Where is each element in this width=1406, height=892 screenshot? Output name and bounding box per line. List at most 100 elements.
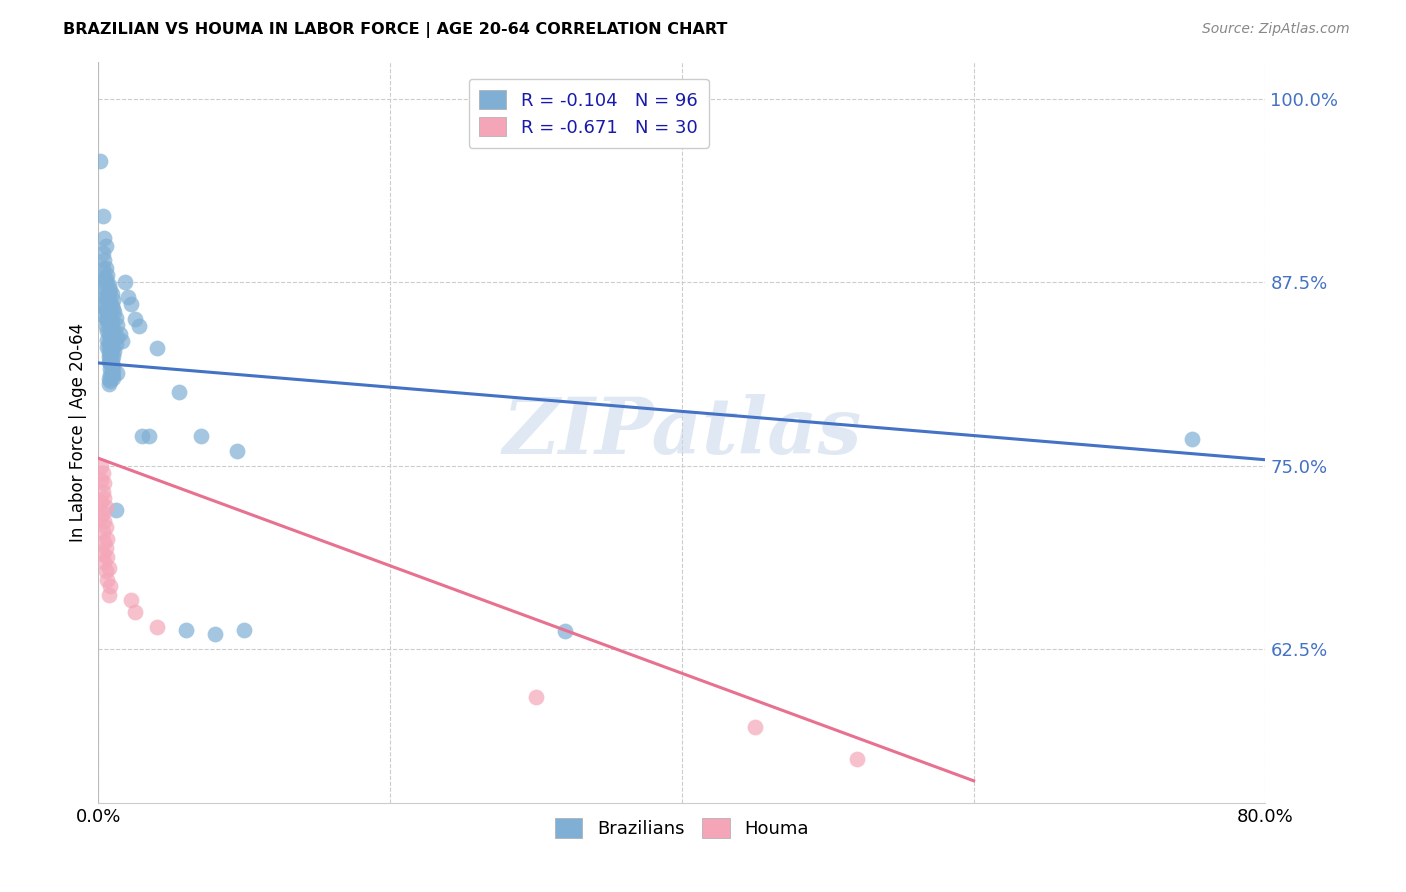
Point (97, 278, 120, 293)
Point (98, 579, 121, 593)
Point (105, 329, 128, 343)
Point (97, 345, 120, 359)
Point (90, 473, 112, 487)
Point (101, 301, 124, 316)
Point (96, 573, 118, 587)
Point (101, 370, 124, 384)
Point (94, 260, 117, 275)
Point (91, 246, 114, 260)
Point (96, 304, 118, 318)
Point (97, 350, 120, 364)
Point (98, 347, 121, 361)
Point (190, 429, 212, 443)
Point (96, 292, 118, 306)
Legend: Brazilians, Houma: Brazilians, Houma (548, 811, 815, 846)
Point (97, 354, 120, 368)
Point (89, 153, 111, 168)
Y-axis label: In Labor Force | Age 20-64: In Labor Force | Age 20-64 (69, 323, 87, 542)
Point (97, 317, 120, 331)
Point (100, 369, 122, 384)
Point (97, 335, 120, 350)
Point (101, 322, 124, 336)
Point (146, 620, 169, 634)
Point (131, 429, 153, 443)
Point (554, 624, 576, 639)
Point (100, 299, 122, 313)
Point (94, 541, 117, 555)
Point (146, 341, 169, 355)
Point (97, 372, 120, 386)
Point (97, 341, 120, 355)
Point (96, 268, 118, 282)
Point (94, 272, 117, 286)
Point (114, 276, 136, 290)
Point (128, 319, 150, 334)
Point (111, 334, 134, 348)
Point (524, 690, 547, 705)
Point (104, 502, 127, 516)
Point (94, 319, 117, 334)
Point (93, 231, 115, 245)
Point (90, 276, 112, 290)
Point (93, 300, 115, 314)
Point (97, 306, 120, 320)
Point (100, 353, 122, 368)
Point (90, 495, 112, 509)
Point (91, 506, 114, 520)
Point (94, 290, 117, 304)
Point (124, 605, 146, 619)
Point (174, 623, 197, 637)
Point (97, 588, 120, 602)
Point (100, 358, 122, 372)
Point (110, 326, 132, 341)
Point (100, 328, 122, 343)
Point (98, 338, 121, 352)
Point (91, 485, 114, 500)
Point (97, 376, 120, 391)
Point (204, 627, 226, 641)
Point (98, 351, 121, 366)
Point (93, 491, 115, 505)
Point (93, 534, 115, 549)
Point (98, 374, 121, 388)
Point (94, 500, 117, 514)
Point (103, 325, 125, 339)
Point (96, 324, 118, 338)
Point (93, 514, 115, 528)
Point (91, 297, 114, 311)
Point (93, 309, 115, 323)
Point (100, 363, 122, 377)
Point (120, 297, 142, 311)
Point (98, 356, 121, 370)
Point (226, 444, 249, 458)
Point (91, 466, 114, 480)
Point (93, 271, 115, 285)
Point (94, 564, 117, 578)
Point (167, 385, 190, 400)
Point (98, 308, 121, 322)
Point (94, 520, 117, 534)
Text: BRAZILIAN VS HOUMA IN LABOR FORCE | AGE 20-64 CORRELATION CHART: BRAZILIAN VS HOUMA IN LABOR FORCE | AGE … (63, 22, 728, 38)
Point (98, 368, 121, 382)
Point (91, 210, 114, 224)
Point (96, 532, 118, 546)
Point (101, 334, 124, 348)
Point (846, 752, 869, 766)
Point (94, 238, 117, 252)
Point (97, 326, 120, 341)
Point (100, 315, 122, 329)
Point (97, 294, 120, 309)
Point (94, 303, 117, 318)
Point (104, 310, 127, 325)
Point (96, 549, 118, 564)
Point (90, 510, 112, 524)
Point (96, 277, 118, 291)
Point (120, 593, 142, 607)
Point (94, 312, 117, 326)
Point (1181, 432, 1204, 446)
Point (233, 623, 256, 637)
Point (98, 283, 121, 297)
Point (101, 365, 124, 379)
Point (91, 524, 114, 539)
Point (124, 312, 146, 326)
